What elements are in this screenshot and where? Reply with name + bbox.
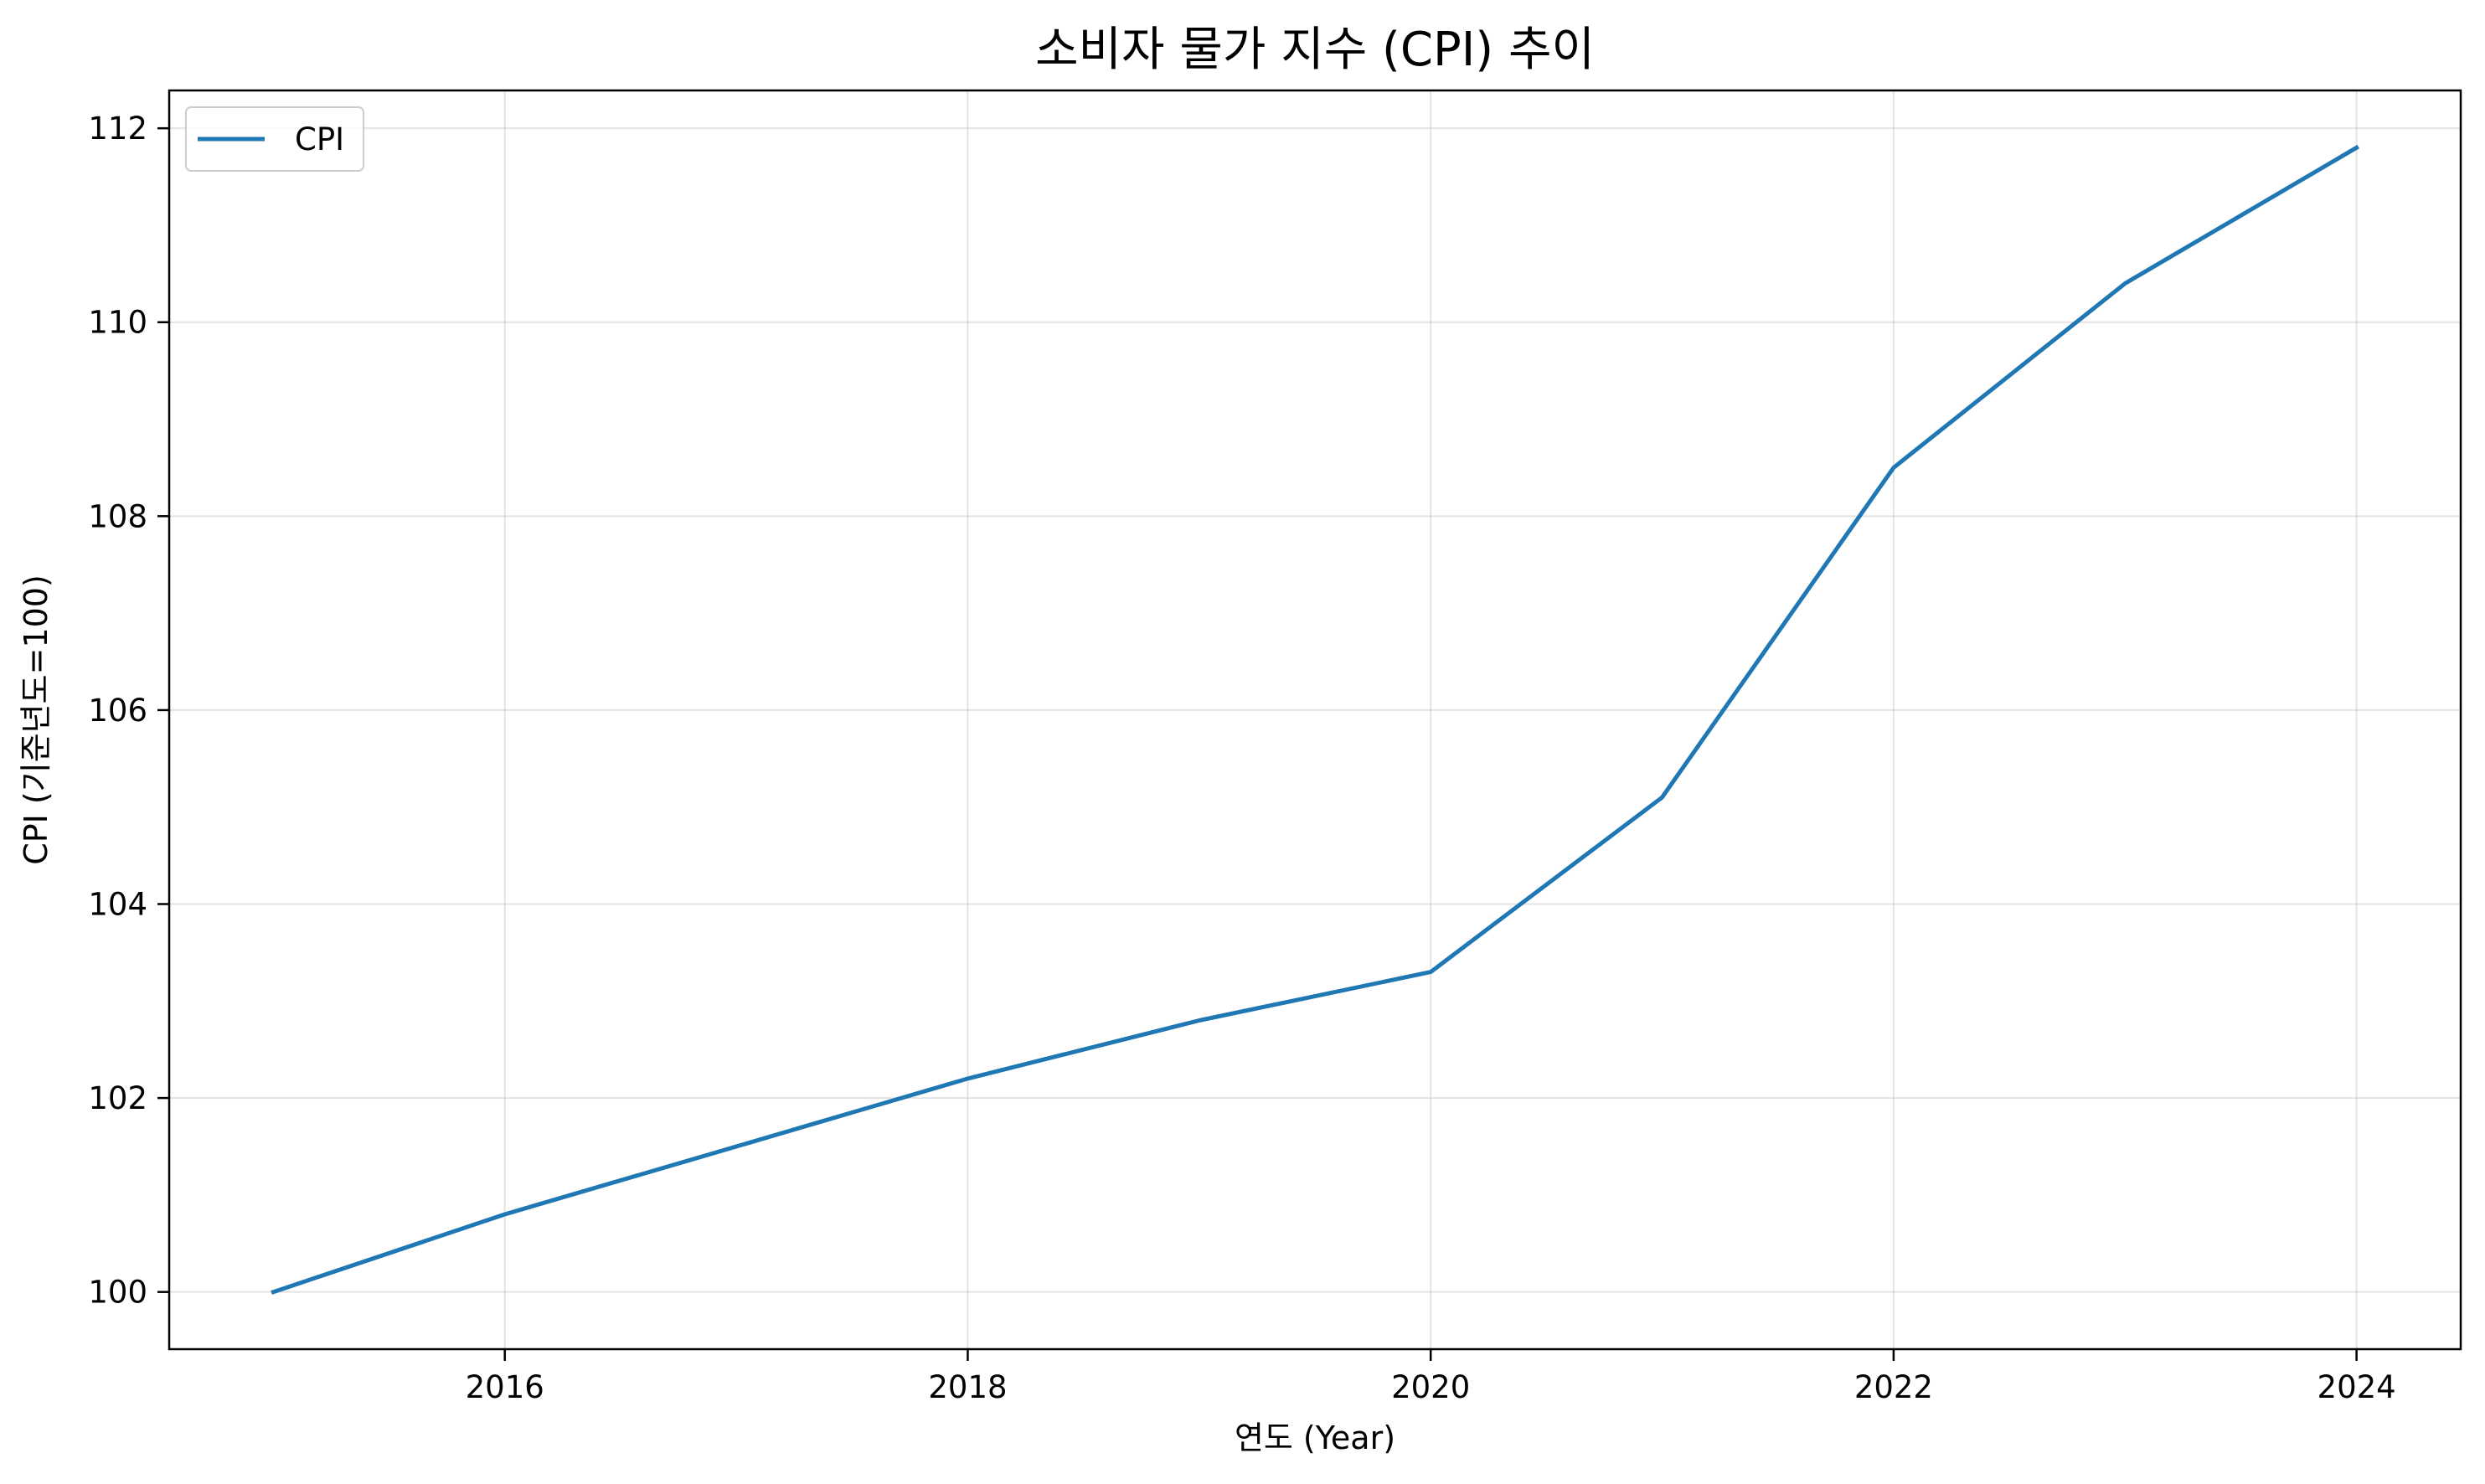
y-tick-label: 108	[88, 498, 147, 534]
y-axis-label: CPI (기준년도=100)	[18, 575, 54, 865]
legend-label: CPI	[295, 121, 344, 157]
y-tick-label: 102	[88, 1080, 147, 1116]
x-tick-label: 2018	[928, 1369, 1007, 1405]
x-tick-label: 2016	[466, 1369, 544, 1405]
y-tick-label: 104	[88, 887, 147, 923]
y-tick-label: 112	[88, 111, 147, 147]
x-axis-label: 연도 (Year)	[1235, 1420, 1395, 1456]
y-tick-label: 110	[88, 305, 147, 341]
chart-title: 소비자 물가 지수 (CPI) 추이	[1035, 23, 1595, 77]
x-tick-label: 2022	[1854, 1369, 1933, 1405]
y-tick-label: 100	[88, 1275, 147, 1311]
legend: CPI	[186, 107, 363, 171]
x-tick-label: 2020	[1391, 1369, 1470, 1405]
x-tick-label: 2024	[2317, 1369, 2396, 1405]
y-tick-label: 106	[88, 693, 147, 729]
